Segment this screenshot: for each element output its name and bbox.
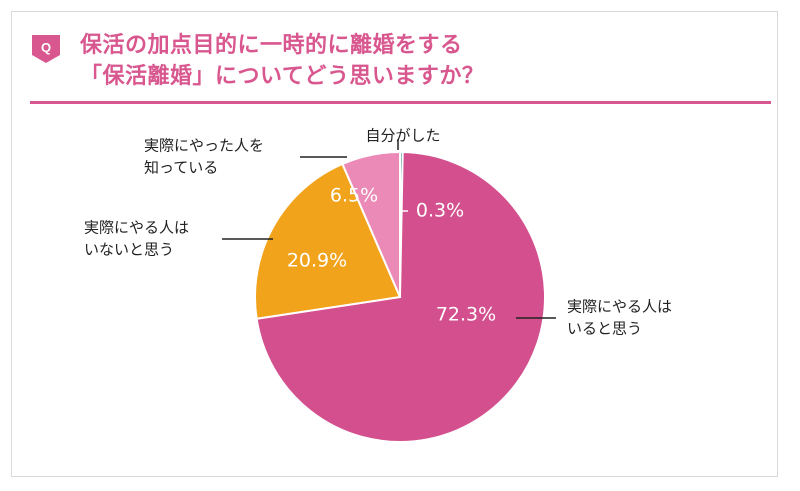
title-divider — [30, 101, 771, 104]
slice-value-label-0: 0.3% — [416, 200, 464, 222]
slice-category-label-1-line-1: いると思う — [567, 320, 642, 338]
slice-category-label-2-line-1: いないと思う — [84, 241, 174, 259]
slice-category-label-3-line-0: 実際にやった人を — [144, 137, 264, 155]
title-line-2: 「保活離婚」についてどう思いますか？ — [80, 64, 485, 89]
slice-value-label-3: 6.5% — [330, 185, 378, 207]
question-title: 保活の加点目的に一時的に離婚をする 「保活離婚」についてどう思いますか？ — [80, 30, 484, 92]
question-badge: Q — [32, 35, 60, 63]
badge-letter: Q — [41, 40, 51, 55]
title-line-1: 保活の加点目的に一時的に離婚をする — [80, 33, 463, 58]
slice-value-label-1: 72.3% — [436, 304, 496, 326]
slice-category-label-3-line-1: 知っている — [144, 159, 218, 177]
slice-category-label-1-line-0: 実際にやる人は — [567, 298, 672, 316]
slice-value-label-2: 20.9% — [287, 250, 347, 272]
slice-category-label-0-line-0: 自分がした — [365, 127, 440, 145]
pie-slice-3 — [341, 150, 401, 298]
slice-category-label-2-line-0: 実際にやる人は — [84, 219, 189, 237]
pie-slice-2 — [254, 162, 402, 320]
